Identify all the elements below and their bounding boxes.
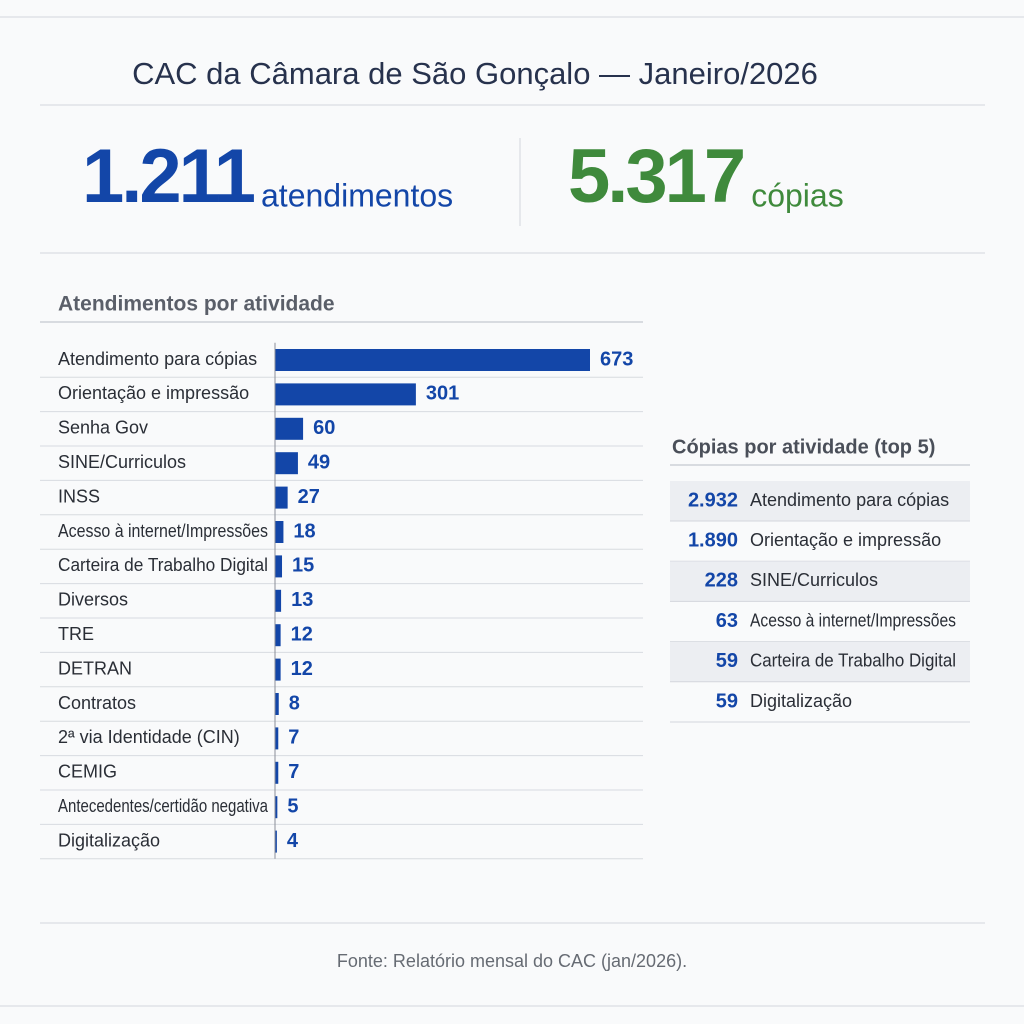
bar	[275, 383, 416, 406]
table-label: Digitalização	[750, 691, 852, 711]
value-label: 4	[287, 830, 299, 852]
bar	[275, 796, 278, 819]
value-label: 49	[308, 451, 330, 473]
table-number: 59	[716, 650, 738, 672]
bar	[275, 589, 282, 612]
kpi-value: 1.211	[82, 134, 255, 219]
table-label: Atendimento para cópias	[750, 490, 949, 510]
category-label: Contratos	[58, 693, 136, 713]
row-shade	[670, 481, 970, 521]
category-label: Antecedentes/certidão negativa	[58, 796, 269, 816]
category-label: Carteira de Trabalho Digital	[58, 555, 268, 575]
chart-title: Atendimentos por atividade	[58, 293, 335, 316]
value-label: 15	[292, 555, 314, 577]
table-label: SINE/Curriculos	[750, 570, 878, 590]
bar	[275, 452, 298, 475]
value-label: 5	[287, 795, 298, 817]
bar	[275, 555, 283, 578]
table-number: 63	[716, 610, 738, 632]
table-number: 228	[705, 570, 738, 592]
value-label: 7	[288, 727, 299, 749]
category-label: TRE	[58, 624, 94, 644]
category-label: SINE/Curriculos	[58, 452, 186, 472]
table-title: Cópias por atividade (top 5)	[672, 436, 935, 458]
bar	[275, 693, 279, 715]
value-label: 60	[313, 417, 335, 439]
category-label: CEMIG	[58, 762, 117, 782]
kpi-value: 5.317	[568, 134, 743, 219]
row-shade	[670, 561, 970, 602]
category-label: Diversos	[58, 590, 128, 610]
table-label: Carteira de Trabalho Digital	[750, 651, 956, 671]
value-label: 13	[291, 589, 313, 611]
row-shade	[670, 641, 970, 682]
category-label: Digitalização	[58, 830, 160, 850]
table-number: 2.932	[688, 489, 738, 511]
value-label: 12	[291, 623, 313, 645]
value-label: 673	[600, 348, 633, 370]
bar	[275, 624, 281, 647]
page-title: CAC da Câmara de São Gonçalo — Janeiro/2…	[132, 56, 818, 91]
bar	[275, 521, 284, 543]
category-label: 2ª via Identidade (CIN)	[58, 727, 240, 747]
category-label: DETRAN	[58, 658, 132, 678]
value-label: 7	[288, 761, 299, 783]
value-label: 27	[298, 486, 320, 508]
value-label: 12	[291, 658, 313, 680]
kpi-label: cópias	[751, 177, 844, 213]
table-number: 59	[716, 690, 738, 712]
bar	[275, 727, 279, 750]
bar	[275, 761, 279, 784]
category-label: Senha Gov	[58, 418, 148, 438]
kpi-label: atendimentos	[261, 177, 453, 213]
source-note: Fonte: Relatório mensal do CAC (jan/2026…	[337, 951, 687, 971]
category-label: Atendimento para cópias	[58, 349, 257, 369]
value-label: 18	[293, 520, 315, 542]
table-number: 1.890	[688, 529, 738, 551]
bar	[275, 830, 277, 853]
category-label: Acesso à internet/Impressões	[58, 521, 268, 541]
value-label: 301	[426, 383, 459, 405]
value-label: 8	[289, 692, 300, 714]
bar	[275, 658, 281, 681]
bar	[275, 417, 304, 440]
bar	[275, 349, 590, 371]
bar	[275, 486, 288, 509]
table-label: Orientação e impressão	[750, 530, 941, 550]
category-label: INSS	[58, 486, 100, 506]
category-label: Orientação e impressão	[58, 383, 249, 403]
table-label: Acesso à internet/Impressões	[750, 610, 956, 630]
